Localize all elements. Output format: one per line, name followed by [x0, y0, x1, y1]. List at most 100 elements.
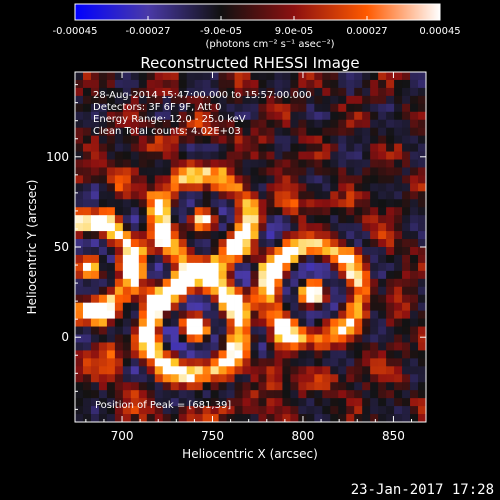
heatmap-cell — [75, 191, 84, 200]
heatmap-cell — [186, 382, 196, 391]
heatmap-cell — [106, 79, 116, 89]
heatmap-cell — [370, 286, 379, 296]
heatmap-cell — [322, 286, 331, 296]
heatmap-cell — [258, 254, 267, 264]
heatmap-cell — [378, 183, 387, 192]
heatmap-cell — [90, 414, 100, 423]
heatmap-cell — [258, 183, 267, 192]
heatmap-cell — [394, 159, 403, 168]
heatmap-cell — [186, 175, 196, 184]
heatmap-cell — [354, 382, 363, 391]
heatmap-cell — [330, 334, 339, 343]
heatmap-cell — [90, 199, 100, 208]
heatmap-cell — [226, 239, 235, 248]
heatmap-cell — [210, 223, 219, 232]
heatmap-cell — [162, 127, 172, 137]
heatmap-cell — [282, 72, 291, 81]
heatmap-cell — [418, 390, 427, 399]
heatmap-cell — [258, 87, 267, 97]
heatmap-cell — [402, 127, 411, 137]
heatmap-cell — [298, 302, 307, 312]
heatmap-cell — [330, 103, 339, 113]
heatmap-cell — [394, 294, 403, 304]
heatmap-cell — [386, 87, 395, 97]
heatmap-cell — [290, 398, 299, 407]
heatmap-cell — [242, 286, 251, 296]
heatmap-cell — [250, 111, 259, 121]
heatmap-cell — [106, 72, 116, 81]
heatmap-cell — [202, 175, 212, 184]
heatmap-cell — [378, 318, 387, 327]
heatmap-cell — [282, 414, 291, 423]
heatmap-cell — [258, 239, 267, 248]
heatmap-cell — [250, 167, 259, 176]
heatmap-cell — [75, 215, 84, 224]
heatmap-cell — [202, 374, 212, 383]
heatmap-cell — [314, 366, 323, 375]
heatmap-cell — [210, 294, 219, 304]
heatmap-cell — [386, 302, 395, 312]
heatmap-cell — [314, 127, 323, 137]
heatmap-cell — [186, 270, 196, 280]
heatmap-cell — [402, 223, 411, 232]
heatmap-cell — [90, 95, 100, 105]
heatmap-cell — [186, 302, 196, 312]
heatmap-cell — [282, 207, 291, 216]
heatmap-cell — [346, 223, 355, 232]
heatmap-cell — [154, 199, 164, 208]
heatmap-cell — [234, 334, 243, 343]
heatmap-cell — [226, 143, 235, 152]
heatmap-cell — [274, 103, 283, 113]
heatmap-cell — [250, 302, 259, 312]
heatmap-cell — [394, 382, 403, 391]
heatmap-cell — [338, 72, 347, 81]
heatmap-cell — [322, 302, 331, 312]
heatmap-cell — [346, 143, 355, 152]
heatmap-cell — [362, 254, 371, 264]
heatmap-cell — [194, 334, 204, 343]
heatmap-cell — [242, 135, 251, 144]
heatmap-cell — [386, 111, 395, 121]
heatmap-cell — [114, 103, 124, 113]
heatmap-cell — [402, 302, 411, 312]
heatmap-cell — [306, 175, 315, 184]
heatmap-cell — [322, 310, 331, 319]
heatmap-cell — [378, 135, 387, 144]
heatmap-cell — [75, 286, 84, 296]
heatmap-cell — [170, 183, 180, 192]
heatmap-cell — [138, 334, 148, 343]
heatmap-cell — [186, 350, 196, 359]
heatmap-cell — [162, 366, 172, 375]
heatmap-cell — [210, 215, 219, 224]
heatmap-cell — [290, 72, 299, 81]
heatmap-cell — [370, 374, 379, 383]
heatmap-cell — [346, 334, 355, 343]
heatmap-cell — [146, 318, 156, 327]
heatmap-cell — [386, 159, 395, 168]
heatmap-cell — [106, 231, 116, 240]
heatmap-cell — [346, 119, 355, 129]
heatmap-cell — [322, 207, 331, 216]
heatmap-cell — [298, 382, 307, 391]
heatmap-cell — [410, 374, 419, 383]
heatmap-cell — [282, 310, 291, 319]
heatmap-cell — [386, 167, 395, 176]
heatmap-cell — [218, 103, 227, 113]
heatmap-cell — [306, 223, 315, 232]
heatmap-cell — [378, 278, 387, 288]
heatmap-cell — [226, 199, 235, 208]
heatmap-cell — [362, 199, 371, 208]
heatmap-cell — [170, 334, 180, 343]
heatmap-cell — [130, 326, 140, 335]
heatmap-cell — [402, 406, 411, 415]
heatmap-cell — [210, 72, 219, 81]
heatmap-cell — [410, 135, 419, 144]
heatmap-cell — [362, 175, 371, 184]
heatmap-cell — [250, 278, 259, 288]
heatmap-cell — [282, 350, 291, 359]
heatmap-cell — [138, 286, 148, 296]
heatmap-cell — [234, 151, 243, 160]
heatmap-cell — [370, 95, 379, 105]
heatmap-cell — [386, 127, 395, 137]
heatmap-cell — [290, 151, 299, 160]
